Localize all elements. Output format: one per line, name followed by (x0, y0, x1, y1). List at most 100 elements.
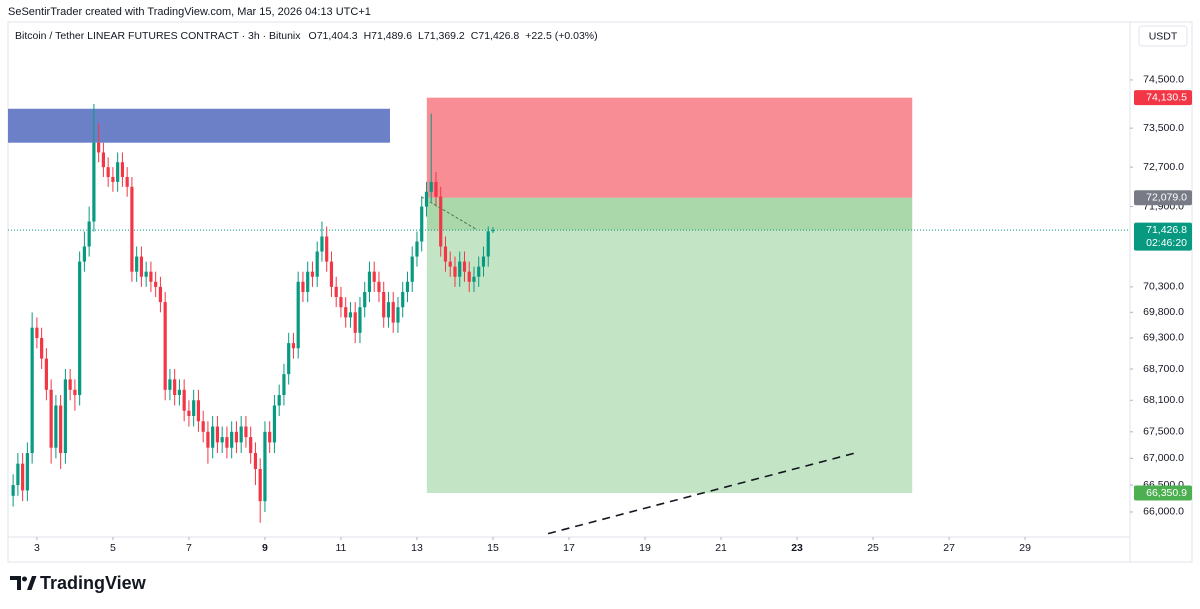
x-tick-label: 29 (1019, 542, 1031, 554)
x-tick-label: 15 (487, 542, 499, 554)
candle-body (30, 327, 34, 454)
candle-body (82, 246, 86, 262)
candle (87, 206, 91, 257)
candle-body (277, 395, 281, 406)
candle (339, 286, 343, 318)
x-tick-label: 9 (262, 542, 268, 554)
candle-body (339, 297, 343, 308)
candle (491, 227, 495, 234)
candle (35, 317, 39, 349)
candle-body (244, 426, 248, 438)
candle (192, 389, 196, 427)
candle (220, 426, 224, 454)
candle-body (315, 251, 319, 277)
candle (187, 400, 191, 427)
candle (54, 395, 58, 459)
ohlc-open: O71,404.3 (309, 30, 358, 42)
candle (211, 416, 215, 459)
currency-box[interactable] (1138, 25, 1188, 47)
candle (448, 251, 452, 277)
candle-body (35, 327, 39, 338)
y-tick-label: 68,100.0 (1143, 394, 1184, 406)
candle (16, 453, 20, 496)
candle-body (358, 307, 362, 333)
y-tick-label: 72,700.0 (1143, 161, 1184, 173)
candle (101, 142, 106, 177)
attribution: SeSentirTrader created with TradingView.… (8, 6, 371, 18)
candle (253, 442, 258, 486)
candle-body (139, 256, 144, 277)
candle-body (448, 261, 452, 267)
candle (130, 176, 134, 282)
candle-body (391, 302, 395, 323)
candle (353, 302, 357, 344)
candle (68, 368, 72, 401)
current-tag (1134, 222, 1192, 251)
candle (415, 231, 419, 267)
candle (120, 152, 125, 187)
candle (196, 389, 201, 432)
candle (282, 363, 286, 406)
candle-body (87, 221, 91, 247)
candle-body (386, 302, 391, 318)
candle (420, 196, 424, 252)
candle (158, 276, 163, 313)
candle (111, 167, 115, 192)
logo-mark (27, 576, 37, 590)
candle (382, 281, 386, 328)
candle (30, 312, 34, 464)
candle (163, 291, 167, 401)
candle-body (158, 286, 163, 303)
candle (424, 181, 429, 217)
candle-body (396, 307, 400, 323)
candle (334, 276, 338, 308)
candle-body (301, 281, 305, 292)
candle (344, 297, 348, 328)
candle-body (287, 343, 291, 375)
candle (348, 302, 353, 328)
logo-mark (10, 576, 21, 590)
x-tick-label: 13 (411, 542, 423, 554)
logo-dot (22, 576, 27, 582)
candle-body (329, 261, 334, 287)
candle-body (25, 453, 29, 491)
candle-body (334, 286, 338, 298)
candle (329, 251, 334, 298)
candle-body (16, 463, 20, 486)
candle (481, 246, 486, 277)
candle-body (120, 162, 125, 177)
y-tick-label: 70,300.0 (1143, 281, 1184, 293)
candle-body (163, 302, 167, 390)
x-tick-label: 23 (791, 542, 803, 554)
currency[interactable]: USDT (1149, 30, 1178, 42)
countdown: 02:46:20 (1146, 237, 1187, 249)
candle-body (173, 379, 177, 396)
candle (73, 379, 77, 411)
candle (363, 281, 367, 318)
candle (320, 221, 324, 262)
candle-body (206, 431, 210, 448)
candle-body (253, 453, 258, 469)
candle (201, 410, 205, 443)
candle-body (258, 468, 262, 502)
candle (291, 332, 296, 359)
candle (306, 261, 310, 303)
candle (135, 246, 139, 282)
candle (249, 426, 253, 464)
candle (168, 368, 172, 401)
candle-body (187, 410, 191, 417)
candle (59, 395, 63, 469)
open-profit-zone (426, 197, 913, 231)
candle (372, 261, 376, 292)
chart-frame (7, 21, 1193, 563)
candle-body (363, 291, 367, 308)
candle (467, 261, 471, 292)
candle-body (149, 271, 153, 282)
candle (458, 251, 462, 287)
candle (472, 266, 476, 292)
y-tick-label: 66,000.0 (1143, 506, 1184, 518)
x-tick-label: 3 (34, 542, 40, 554)
target-tag (1134, 485, 1192, 501)
